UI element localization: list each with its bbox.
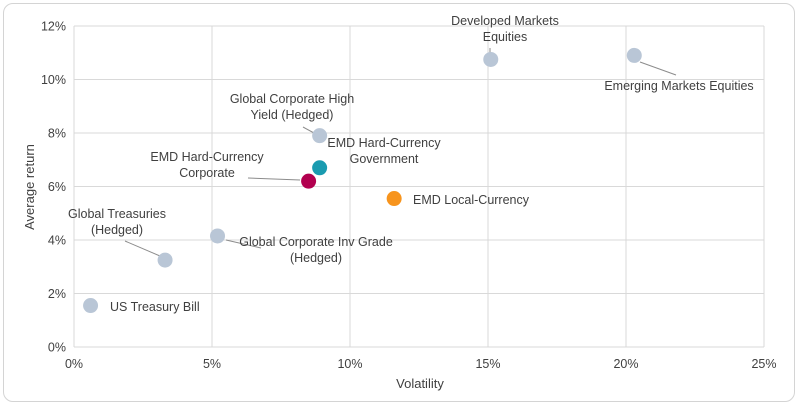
- x-tick-label: 20%: [613, 357, 638, 371]
- point-label-line: Global Treasuries: [68, 207, 166, 221]
- point-label-line: Equities: [483, 30, 527, 44]
- y-axis-title: Average return: [22, 144, 37, 230]
- data-point: [483, 51, 499, 67]
- point-labels: US Treasury Bill Global Treasuries (Hedged…: [68, 14, 754, 314]
- y-axis-ticks: 0% 2% 4% 6% 8% 10% 12%: [41, 20, 66, 355]
- point-label-line: EMD Hard-Currency: [327, 136, 441, 150]
- data-point: [626, 47, 642, 63]
- y-tick-label: 12%: [41, 20, 66, 34]
- point-label: Global Treasuries (Hedged): [68, 207, 166, 237]
- y-tick-label: 4%: [48, 234, 66, 248]
- y-tick-label: 8%: [48, 127, 66, 141]
- point-label: Global Corporate Inv Grade (Hedged): [239, 235, 393, 265]
- x-tick-label: 5%: [203, 357, 221, 371]
- data-point: [312, 128, 328, 144]
- point-label-line: Developed Markets: [451, 14, 559, 28]
- point-label-line: Yield (Hedged): [251, 108, 334, 122]
- point-label-line: Corporate: [179, 166, 235, 180]
- data-point: [312, 160, 328, 176]
- y-tick-label: 6%: [48, 180, 66, 194]
- point-label-line: EMD Local-Currency: [413, 193, 530, 207]
- data-point: [210, 228, 226, 244]
- leader-line: [639, 61, 677, 76]
- x-tick-label: 10%: [337, 357, 362, 371]
- point-label-line: US Treasury Bill: [110, 300, 200, 314]
- point-label: EMD Hard-Currency Government: [327, 136, 441, 166]
- y-tick-label: 0%: [48, 341, 66, 355]
- point-label-line: Global Corporate High: [230, 92, 354, 106]
- data-points: [83, 47, 642, 314]
- leader-line: [124, 240, 161, 257]
- leader-line: [247, 177, 301, 181]
- y-tick-label: 10%: [41, 73, 66, 87]
- x-axis-title: Volatility: [396, 376, 444, 391]
- point-label: US Treasury Bill: [110, 300, 200, 314]
- point-label: Developed Markets Equities: [451, 14, 559, 44]
- x-tick-label: 25%: [751, 357, 776, 371]
- leader-line: [302, 126, 315, 134]
- x-tick-label: 15%: [475, 357, 500, 371]
- data-point: [301, 173, 317, 189]
- leader-line: [225, 239, 262, 249]
- point-label-line: (Hedged): [91, 223, 143, 237]
- point-label-line: (Hedged): [290, 251, 342, 265]
- data-point: [157, 252, 173, 268]
- point-label: EMD Hard-Currency Corporate: [150, 150, 264, 180]
- y-tick-label: 2%: [48, 287, 66, 301]
- point-label-line: Emerging Markets Equities: [604, 79, 753, 93]
- point-label-line: Government: [350, 152, 419, 166]
- point-label-line: Global Corporate Inv Grade: [239, 235, 393, 249]
- data-point: [386, 191, 402, 207]
- x-axis-ticks: 0% 5% 10% 15% 20% 25%: [65, 357, 777, 371]
- point-label: EMD Local-Currency: [413, 193, 530, 207]
- data-point: [83, 298, 99, 314]
- point-label-line: EMD Hard-Currency: [150, 150, 264, 164]
- point-label: Global Corporate High Yield (Hedged): [230, 92, 354, 122]
- gridlines: [73, 25, 765, 348]
- x-tick-label: 0%: [65, 357, 83, 371]
- point-label: Emerging Markets Equities: [604, 79, 753, 93]
